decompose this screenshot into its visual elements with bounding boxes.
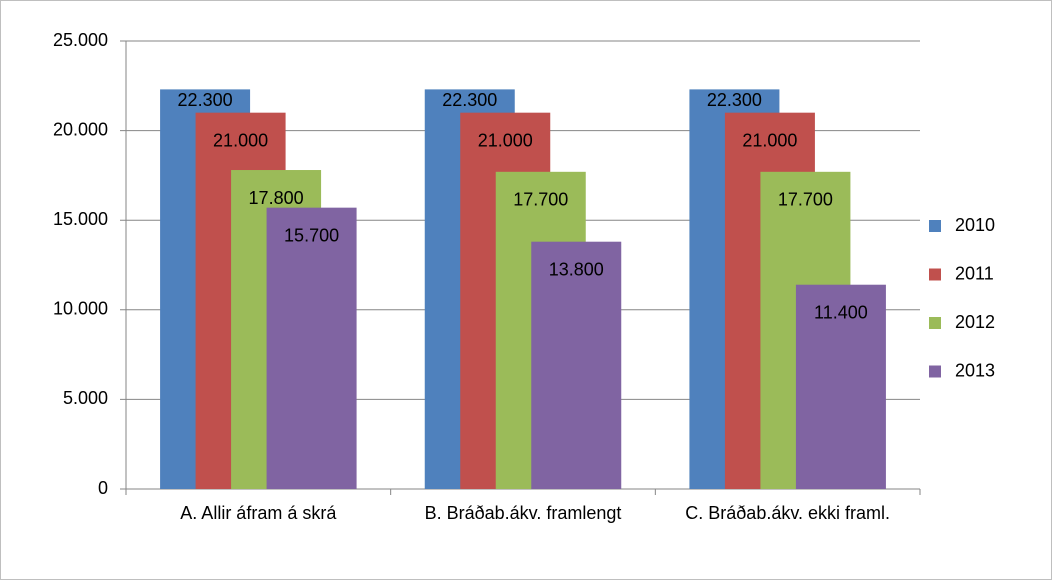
legend-label: 2013	[955, 360, 995, 380]
legend-label: 2011	[955, 263, 994, 283]
x-tick-label: B. Bráðab.ákv. framlengt	[424, 503, 622, 523]
legend-swatch	[929, 268, 941, 281]
y-tick-label: 15.000	[53, 209, 108, 229]
legend-swatch	[929, 365, 941, 378]
bar	[795, 284, 886, 489]
value-label: 22.300	[707, 90, 762, 110]
y-tick-label: 5.000	[63, 388, 108, 408]
x-tick-label-box: A. Allir áfram á skrá	[180, 503, 337, 523]
legend-swatch	[929, 317, 941, 329]
value-label: 17.700	[778, 190, 833, 210]
legend-label: 2010	[955, 215, 995, 235]
value-label: 11.400	[814, 302, 868, 322]
value-label: 13.800	[549, 259, 604, 279]
x-tick-label-box: B. Bráðab.ákv. framlengt	[424, 503, 622, 523]
value-label: 21.000	[478, 130, 533, 150]
x-tick-label: A. Allir áfram á skrá	[180, 503, 337, 523]
legend-label: 2012	[955, 312, 995, 332]
value-label: 21.000	[213, 130, 268, 150]
value-label: 22.300	[178, 90, 233, 110]
value-label: 22.300	[442, 90, 497, 110]
y-tick-label: 20.000	[53, 119, 108, 139]
bar	[531, 241, 622, 489]
y-tick-label: 10.000	[53, 299, 108, 319]
value-label: 17.700	[513, 190, 568, 210]
value-label: 17.800	[249, 188, 304, 208]
legend-swatch	[929, 220, 941, 232]
value-label: 21.000	[742, 130, 797, 150]
y-tick-label: 0	[98, 478, 108, 498]
x-tick-label-box: C. Bráðab.ákv. ekki framl.	[685, 503, 891, 523]
value-label: 15.700	[284, 225, 339, 245]
x-tick-label: C. Bráðab.ákv. ekki framl.	[685, 503, 891, 523]
y-tick-label: 25.000	[53, 30, 108, 50]
bar	[266, 207, 357, 489]
